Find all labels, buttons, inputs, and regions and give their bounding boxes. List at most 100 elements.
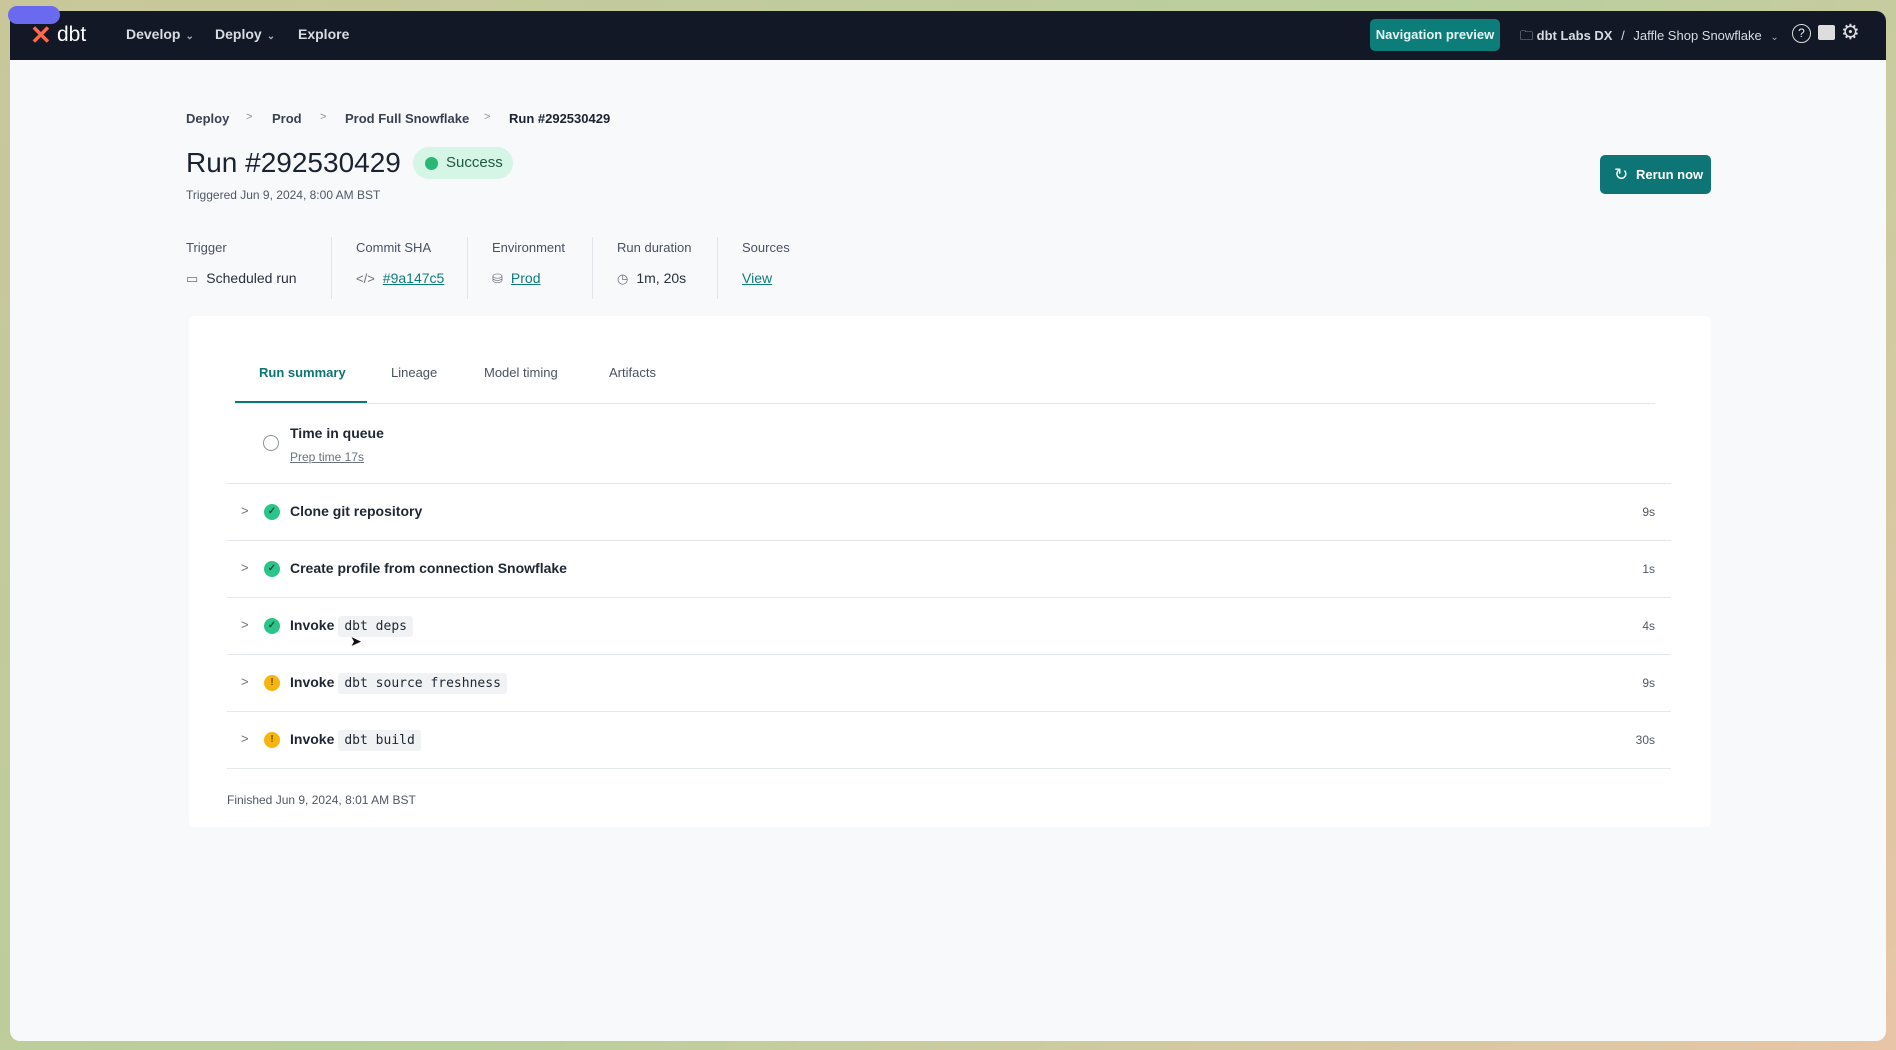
chevron-down-icon: ⌄ xyxy=(185,31,194,42)
step-label-text: Invoke xyxy=(290,731,335,747)
success-icon xyxy=(425,157,438,170)
success-icon: ✓ xyxy=(264,504,280,520)
meta-duration: ◷ 1m, 20s xyxy=(617,270,686,287)
database-icon: ⛁ xyxy=(492,271,503,286)
step-label: Invoke dbt build xyxy=(290,730,421,751)
status-badge: Success xyxy=(413,147,513,179)
gear-icon[interactable]: ⚙ xyxy=(1841,21,1860,44)
step-duration: 30s xyxy=(1635,733,1655,747)
meta-trigger: ▭ Scheduled run xyxy=(186,270,297,287)
step-command: dbt deps xyxy=(338,616,413,637)
success-icon: ✓ xyxy=(264,561,280,577)
chevron-right-icon[interactable]: > xyxy=(241,674,249,689)
tab-model-timing[interactable]: Model timing xyxy=(484,365,558,380)
warning-icon: ! xyxy=(264,675,280,691)
step-duration: 4s xyxy=(1642,619,1655,633)
meta-commit: </> #9a147c5 xyxy=(356,270,444,286)
status-text: Success xyxy=(446,154,503,171)
step-duration: 1s xyxy=(1642,562,1655,576)
divider xyxy=(331,237,332,299)
code-icon: </> xyxy=(356,271,375,286)
meta-label-commit: Commit SHA xyxy=(356,240,432,255)
dbt-logo-icon: ✕ xyxy=(30,20,52,50)
folder-icon: 🗀 xyxy=(1520,28,1534,43)
environment-link[interactable]: Prod xyxy=(510,270,541,286)
meta-duration-value: 1m, 20s xyxy=(636,270,687,286)
step-label: Invoke dbt deps xyxy=(290,616,413,637)
triggered-time: Triggered Jun 9, 2024, 8:00 AM BST xyxy=(186,188,381,202)
chevron-right-icon[interactable]: > xyxy=(241,503,249,518)
clock-icon: ◷ xyxy=(617,271,629,286)
screen-record-indicator xyxy=(8,6,60,24)
divider xyxy=(592,237,593,299)
nav-explore[interactable]: Explore xyxy=(298,26,350,42)
nav-develop[interactable]: Develop ⌄ xyxy=(126,26,194,42)
active-tab-indicator xyxy=(235,401,367,403)
dbt-logo-text: dbt xyxy=(57,23,87,46)
queue-title: Time in queue xyxy=(290,425,384,441)
nav-deploy[interactable]: Deploy ⌄ xyxy=(215,26,275,42)
step-duration: 9s xyxy=(1642,676,1655,690)
chevron-down-icon: ⌄ xyxy=(1770,32,1779,43)
queue-row: Time in queue Prep time 17s xyxy=(227,404,1671,484)
app-window: ✕ dbt Develop ⌄ Deploy ⌄ Explore Navigatio… xyxy=(10,11,1886,1041)
page-title: Run #292530429 xyxy=(186,147,401,178)
breadcrumb-prod[interactable]: Prod xyxy=(272,111,302,126)
feedback-icon[interactable] xyxy=(1818,25,1835,40)
step-command: dbt source freshness xyxy=(338,673,507,694)
chevron-right-icon[interactable]: > xyxy=(241,731,249,746)
account-name: dbt Labs DX xyxy=(1536,28,1613,43)
project-switcher[interactable]: 🗀 dbt Labs DX / Jaffle Shop Snowflake ⌄ xyxy=(1520,27,1779,49)
run-summary-card: Run summary Lineage Model timing Artifac… xyxy=(189,316,1711,827)
step-label: Create profile from connection Snowflake xyxy=(290,560,567,576)
meta-label-duration: Run duration xyxy=(617,240,692,255)
calendar-icon: ▭ xyxy=(186,271,199,286)
mouse-cursor-icon: ➤ xyxy=(350,633,362,649)
warning-icon: ! xyxy=(264,732,280,748)
breadcrumb-deploy[interactable]: Deploy xyxy=(186,111,230,126)
meta-environment: ⛁ Prod xyxy=(492,270,540,287)
tab-lineage[interactable]: Lineage xyxy=(391,365,438,380)
meta-trigger-value: Scheduled run xyxy=(206,270,297,286)
refresh-icon: ↻ xyxy=(1614,165,1629,184)
step-label: Clone git repository xyxy=(290,503,423,519)
step-label-text: Invoke xyxy=(290,674,335,690)
top-nav: ✕ dbt Develop ⌄ Deploy ⌄ Explore Navigatio… xyxy=(10,11,1886,60)
project-separator: / xyxy=(1621,28,1625,43)
success-icon: ✓ xyxy=(264,618,280,634)
divider xyxy=(467,237,468,299)
finished-time: Finished Jun 9, 2024, 8:01 AM BST xyxy=(227,793,416,807)
clock-icon xyxy=(263,435,279,451)
chevron-right-icon[interactable]: > xyxy=(241,617,249,632)
step-label: Invoke dbt source freshness xyxy=(290,673,507,694)
nav-develop-label: Develop xyxy=(126,26,181,42)
sources-view-link[interactable]: View xyxy=(742,270,773,286)
breadcrumb-separator: > xyxy=(484,111,491,123)
tab-artifacts[interactable]: Artifacts xyxy=(609,365,656,380)
meta-label-trigger: Trigger xyxy=(186,240,227,255)
step-row[interactable]: > ✓ Invoke dbt deps 4s xyxy=(227,598,1671,655)
step-row[interactable]: > ✓ Create profile from connection Snowfla… xyxy=(227,541,1671,598)
divider xyxy=(717,237,718,299)
navigation-preview-button[interactable]: Navigation preview xyxy=(1370,19,1500,51)
help-icon[interactable]: ? xyxy=(1792,24,1811,43)
step-label-text: Invoke xyxy=(290,617,335,633)
tab-run-summary[interactable]: Run summary xyxy=(259,365,346,380)
breadcrumb-job[interactable]: Prod Full Snowflake xyxy=(345,111,470,126)
commit-sha-link[interactable]: #9a147c5 xyxy=(382,270,445,286)
step-row[interactable]: >! Invoke dbt source freshness 9s xyxy=(227,655,1671,712)
prep-time-link[interactable]: Prep time 17s xyxy=(290,450,365,464)
breadcrumb-separator: > xyxy=(246,111,253,123)
meta-sources: View xyxy=(742,270,772,286)
rerun-label: Rerun now xyxy=(1636,167,1704,182)
rerun-now-button[interactable]: ↻ Rerun now xyxy=(1600,155,1711,194)
breadcrumb-separator: > xyxy=(320,111,327,123)
step-duration: 9s xyxy=(1642,505,1655,519)
step-row[interactable]: > ✓ Clone git repository 9s xyxy=(227,484,1671,541)
step-command: dbt build xyxy=(338,730,421,751)
project-name: Jaffle Shop Snowflake xyxy=(1633,28,1762,43)
breadcrumb-run: Run #292530429 xyxy=(509,111,611,126)
chevron-right-icon[interactable]: > xyxy=(241,560,249,575)
step-row[interactable]: >! Invoke dbt build 30s xyxy=(227,712,1671,769)
tab-bar: Run summary Lineage Model timing Artifac… xyxy=(235,316,1655,404)
